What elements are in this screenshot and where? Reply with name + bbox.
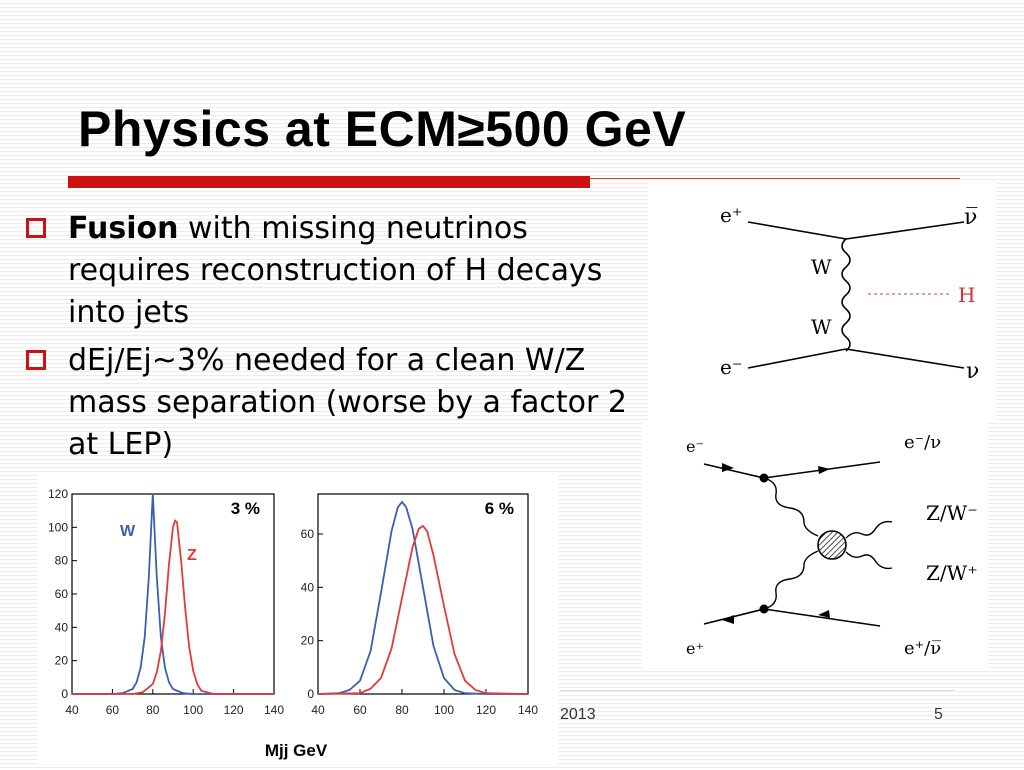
- mass-distribution-plots: 40 60 80 100 120 140 0 20 40 60 80 100 120 W Z 3 % 40 60…: [48, 487, 538, 760]
- bullet-list: Fusion with missing neutrinos requires r…: [20, 208, 640, 472]
- footer-rule: [560, 690, 955, 691]
- series-label: Z: [187, 547, 197, 564]
- y-tick-label: 120: [48, 487, 68, 501]
- bullet-text: dEj/Ej~3% needed for a clean W/Z mass se…: [68, 343, 627, 462]
- label-higgs: H: [958, 283, 975, 307]
- x-tick-label: 80: [395, 703, 409, 717]
- label-nu: ν: [966, 359, 979, 384]
- x-tick-label: 60: [106, 703, 120, 717]
- series-line: [72, 493, 274, 695]
- series-label: W: [120, 523, 136, 540]
- label-out-top: e⁻/ν: [904, 432, 941, 453]
- x-tick-label: 60: [353, 703, 367, 717]
- plot-annotation: 6 %: [485, 499, 514, 518]
- x-axis-label: Mjj GeV: [265, 741, 328, 760]
- label-nu-bar: ν̅: [964, 205, 977, 230]
- label-e-minus: e⁻: [720, 355, 742, 379]
- label-in-top: e⁻: [686, 437, 704, 456]
- vertex-blob-icon: [817, 530, 847, 560]
- series-line: [317, 524, 529, 695]
- plot-annotation: 3 %: [231, 499, 260, 518]
- plot-frame: [71, 493, 275, 695]
- label-boson-1: Z/W⁻: [926, 501, 978, 525]
- bullet-item: Fusion with missing neutrinos requires r…: [20, 208, 640, 334]
- slide-title: Physics at ECM≥500 GeV: [78, 101, 687, 157]
- label-in-bottom: e⁺: [686, 639, 704, 658]
- label-e-plus: e⁺: [720, 203, 742, 227]
- x-tick-label: 40: [65, 703, 79, 717]
- series-line: [317, 500, 528, 695]
- x-tick-label: 140: [264, 703, 284, 717]
- bullet-text: with missing neutrinos requires reconstr…: [68, 211, 603, 330]
- y-tick-label: 40: [301, 580, 315, 594]
- y-tick-label: 100: [48, 520, 68, 534]
- series-line: [72, 519, 274, 695]
- y-tick-label: 60: [55, 587, 69, 601]
- label-w-upper: W: [811, 255, 832, 279]
- x-tick-label: 80: [146, 703, 160, 717]
- label-out-bottom: e⁺/ν̅: [904, 638, 941, 659]
- title-underline-bar: [68, 176, 590, 188]
- square-bullet-icon: [26, 350, 46, 370]
- y-tick-label: 80: [55, 554, 69, 568]
- y-tick-label: 40: [55, 620, 69, 634]
- square-bullet-icon: [26, 218, 46, 238]
- footer-date: 2013: [560, 706, 596, 723]
- x-tick-label: 120: [476, 703, 496, 717]
- y-tick-label: 60: [301, 527, 315, 541]
- x-tick-label: 140: [518, 703, 538, 717]
- plot-6-percent: 40 60 80 100 120 140 0 20 40 60 6 %: [301, 493, 538, 717]
- y-tick-label: 20: [301, 634, 315, 648]
- bullet-item: dEj/Ej~3% needed for a clean W/Z mass se…: [20, 340, 640, 466]
- x-tick-label: 40: [311, 703, 325, 717]
- bullet-bold-text: Fusion: [68, 211, 179, 246]
- x-tick-label: 120: [224, 703, 244, 717]
- plot-3-percent: 40 60 80 100 120 140 0 20 40 60 80 100 120 W Z 3 %: [48, 487, 284, 717]
- x-tick-label: 100: [183, 703, 203, 717]
- mass-distribution-figure: 40 60 80 100 120 140 0 20 40 60 80 100 120 W Z 3 % 40 60…: [38, 474, 558, 766]
- x-tick-label: 100: [434, 703, 454, 717]
- title-underline-rule: [590, 178, 960, 179]
- y-tick-label: 0: [61, 687, 68, 701]
- feynman-diagram-vbf: e⁺ ν̅ W W H e⁻ ν: [648, 182, 996, 420]
- label-w-lower: W: [811, 315, 832, 339]
- feynman-diagram-vv-scattering: e⁻ e⁻/ν Z/W⁻ Z/W⁺ e⁺ e⁺/ν̅: [642, 422, 988, 668]
- page-number: 5: [934, 706, 943, 723]
- y-tick-label: 20: [55, 654, 69, 668]
- y-tick-label: 0: [307, 687, 314, 701]
- label-boson-2: Z/W⁺: [926, 561, 978, 585]
- plot-frame: [317, 493, 529, 695]
